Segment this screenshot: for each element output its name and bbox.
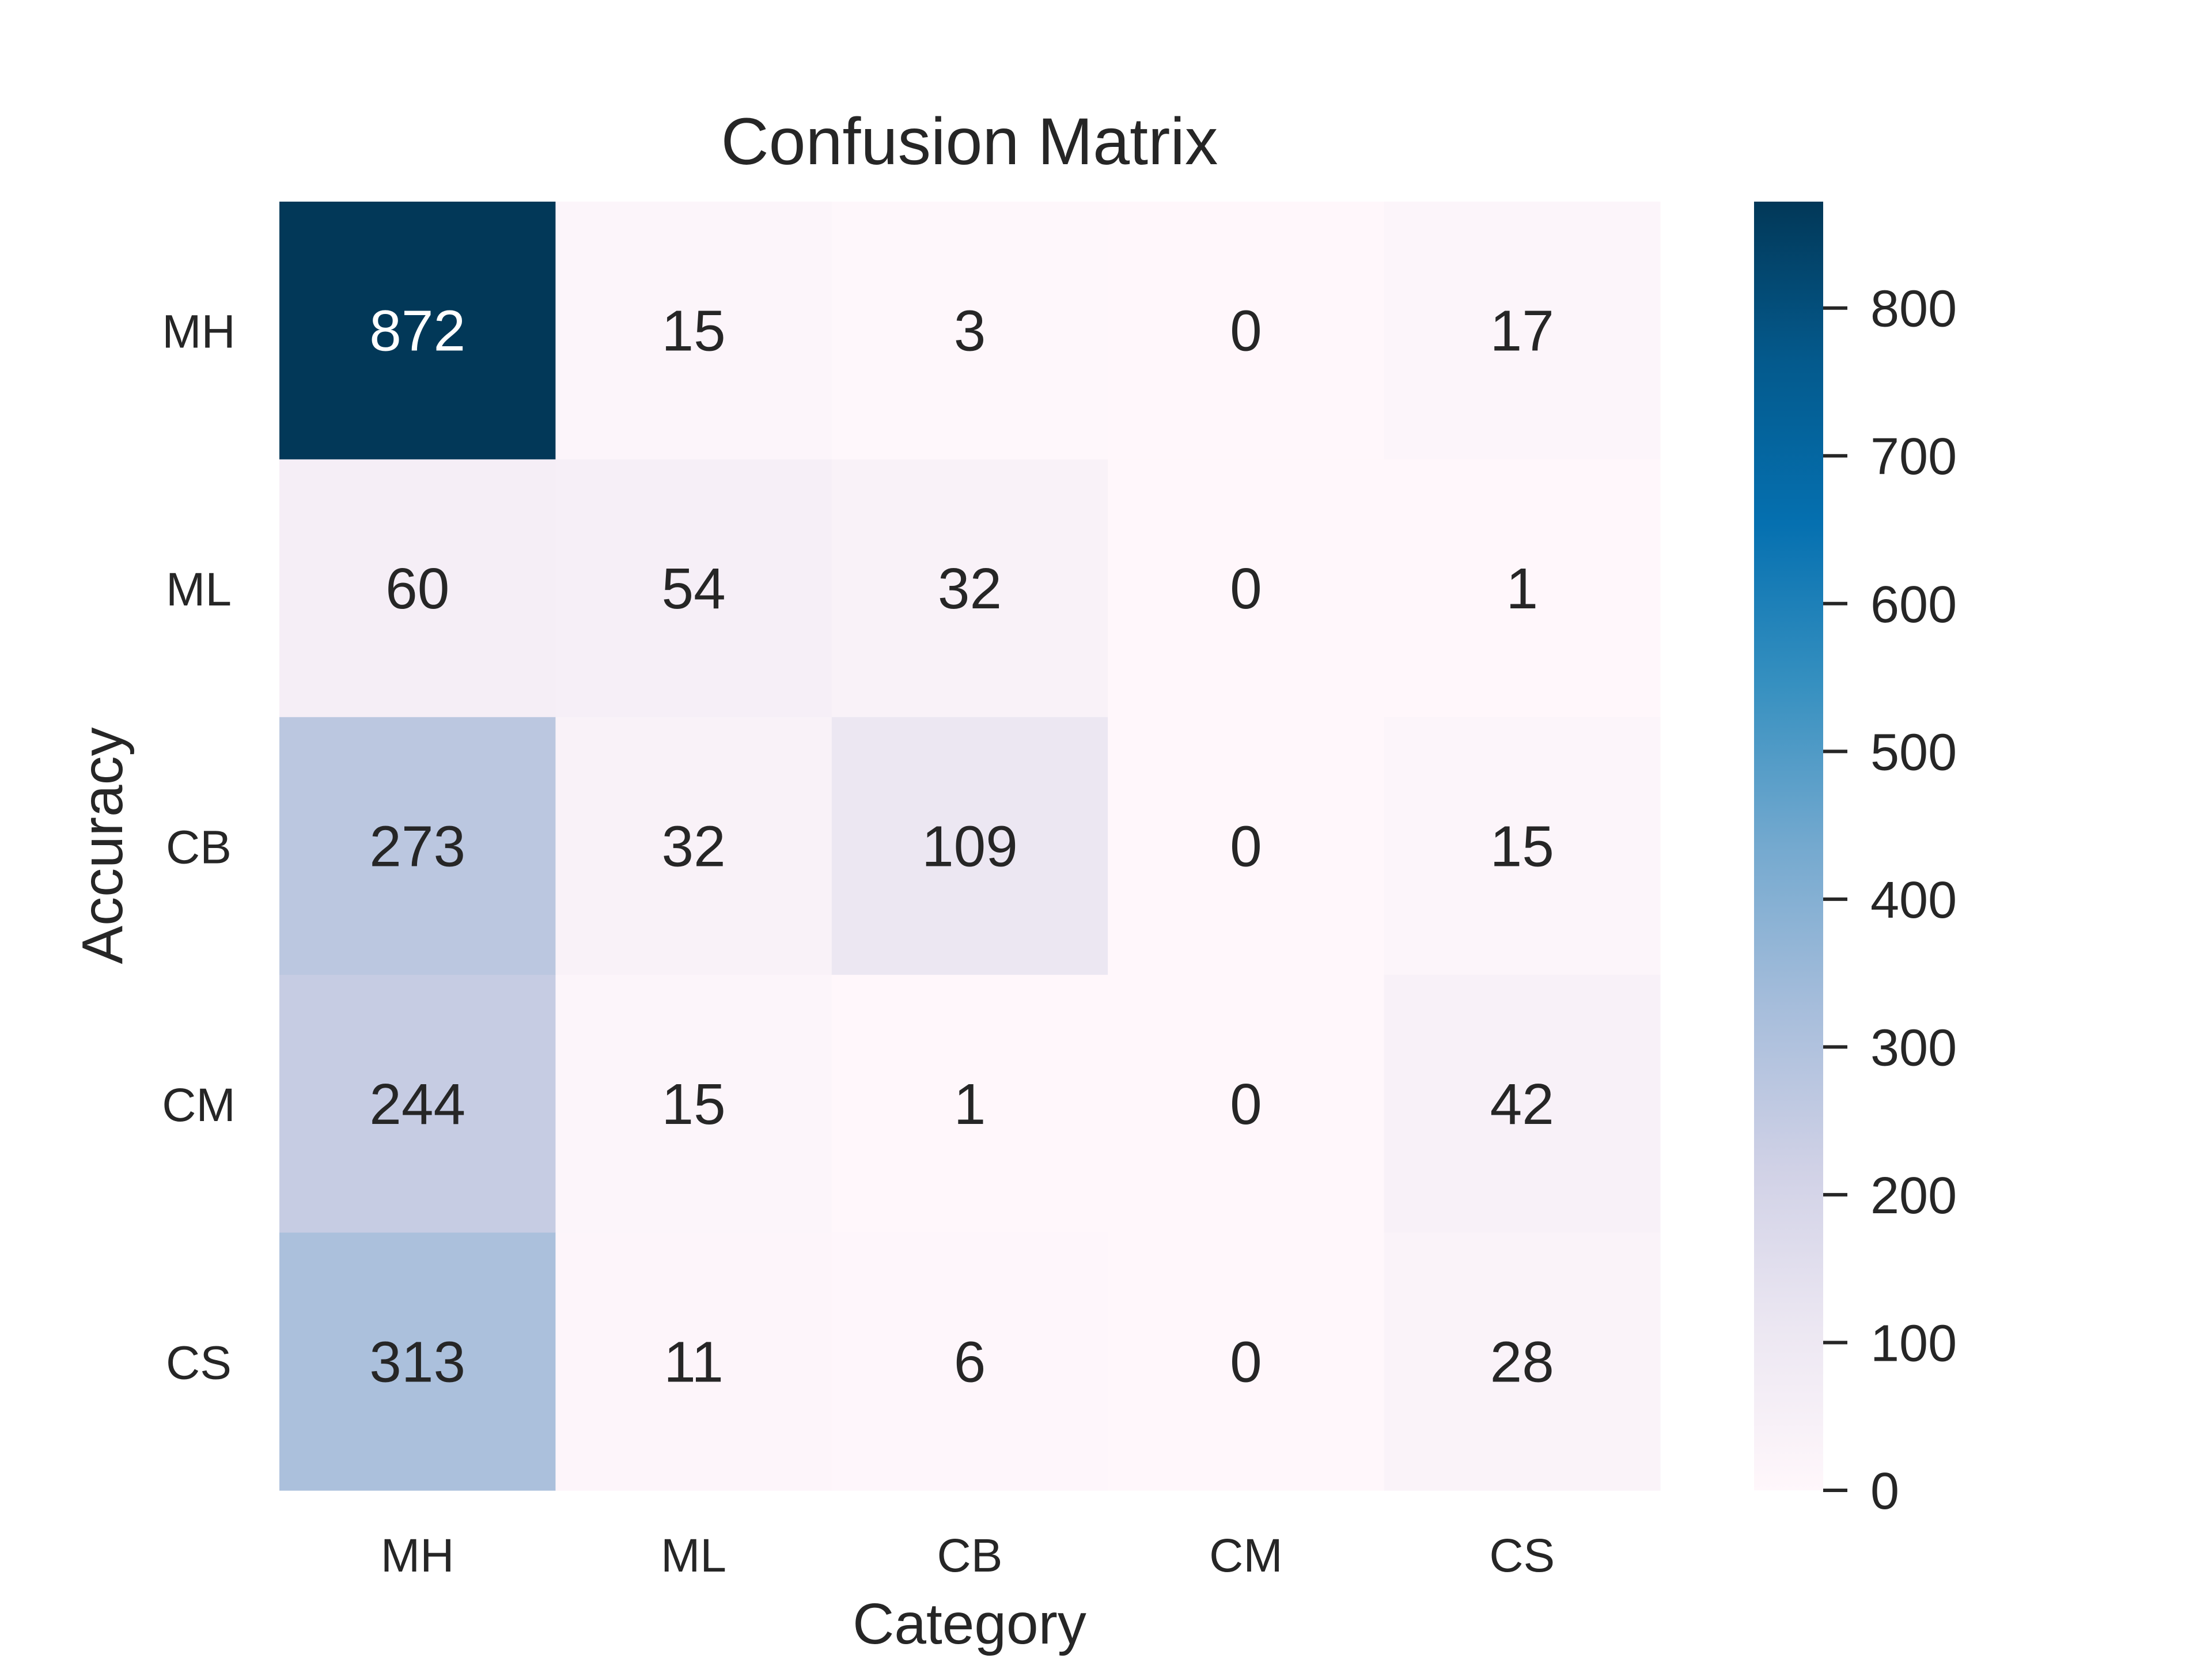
cell-value-label: 872 — [369, 299, 465, 364]
heatmap-cell-cs-cm — [1108, 1232, 1385, 1491]
colorbar-tick-label: 500 — [1870, 724, 1957, 781]
colorbar — [1754, 202, 1823, 1490]
heatmap-cell-ml-mh — [279, 459, 556, 718]
cell-value-label: 54 — [661, 556, 725, 621]
cell-value-label: 0 — [1230, 1072, 1262, 1137]
colorbar-ticks: 0 100 200 300 400 500 600 700 800 — [1823, 281, 1957, 1520]
y-tick-label: CS — [166, 1337, 232, 1389]
heatmap-cell-mh-cb — [831, 202, 1108, 460]
cell-value-label: 3 — [954, 299, 986, 364]
heatmap-cell-cm-cm — [1108, 975, 1385, 1233]
heatmap-cell-cb-cb — [831, 717, 1108, 975]
heatmap-cell-cs-cb — [831, 1232, 1108, 1491]
cell-value-label: 15 — [661, 1072, 725, 1137]
heatmap-cell-cb-cm — [1108, 717, 1385, 975]
colorbar-tick-label: 0 — [1870, 1463, 1899, 1520]
heatmap-cell-cb-mh — [279, 717, 556, 975]
heatmap-cell-mh-mh — [279, 202, 556, 460]
heatmap-cell-cm-cs — [1384, 975, 1661, 1233]
cell-value-label: 32 — [938, 556, 1002, 621]
y-tick-label: CM — [162, 1079, 236, 1131]
heatmap-cell-ml-cs — [1384, 459, 1661, 718]
heatmap-cell-cb-ml — [555, 717, 832, 975]
heatmap-cell-cs-cs — [1384, 1232, 1661, 1491]
cell-value-label: 15 — [1490, 815, 1554, 879]
heatmap-cell-cb-cs — [1384, 717, 1661, 975]
x-axis-ticks: MH ML CB CM CS — [381, 1530, 1555, 1582]
y-tick-label: ML — [166, 563, 232, 616]
x-axis-label: Category — [853, 1592, 1086, 1656]
chart-title: Confusion Matrix — [721, 105, 1218, 179]
cell-value-label: 313 — [369, 1330, 465, 1394]
colorbar-tick-label: 700 — [1870, 428, 1957, 486]
heatmap-cell-mh-ml — [555, 202, 832, 460]
heatmap-cell-cm-mh — [279, 975, 556, 1233]
cell-value-label: 15 — [661, 299, 725, 364]
y-axis-ticks: MH ML CB CM CS — [162, 306, 236, 1390]
cell-value-label: 28 — [1490, 1330, 1554, 1394]
cell-value-label: 244 — [369, 1072, 465, 1137]
heatmap-cell-ml-cm — [1108, 459, 1385, 718]
y-axis-label: Accuracy — [70, 727, 135, 964]
heatmap-cell-ml-cb — [831, 459, 1108, 718]
x-tick-label: CS — [1489, 1530, 1555, 1582]
x-tick-label: CB — [937, 1530, 1003, 1582]
cell-value-label: 6 — [954, 1330, 986, 1394]
x-tick-label: CM — [1209, 1530, 1283, 1582]
x-tick-label: ML — [661, 1530, 726, 1582]
cell-value-label: 0 — [1230, 815, 1262, 879]
heatmap-cell-cs-ml — [555, 1232, 832, 1491]
y-tick-label: CB — [166, 821, 232, 874]
cell-value-label: 60 — [385, 556, 449, 621]
x-tick-label: MH — [381, 1530, 454, 1582]
cell-value-label: 1 — [1506, 556, 1538, 621]
colorbar-tick-label: 300 — [1870, 1019, 1957, 1077]
cell-value-label: 32 — [661, 815, 725, 879]
cell-value-label: 0 — [1230, 1330, 1262, 1394]
cell-value-label: 1 — [954, 1072, 986, 1137]
cell-value-label: 42 — [1490, 1072, 1554, 1137]
heatmap-cell-ml-ml — [555, 459, 832, 718]
heatmap-cell-mh-cs — [1384, 202, 1661, 460]
colorbar-tick-label: 100 — [1870, 1315, 1957, 1372]
heatmap-cell-cs-mh — [279, 1232, 556, 1491]
heatmap-cell-cm-cb — [831, 975, 1108, 1233]
cell-value-label: 273 — [369, 815, 465, 879]
colorbar-tick-label: 400 — [1870, 872, 1957, 929]
colorbar-tick-label: 200 — [1870, 1167, 1957, 1225]
colorbar-tick-label: 600 — [1870, 576, 1957, 634]
cell-value-label: 109 — [922, 815, 1018, 879]
heatmap-cell-mh-cm — [1108, 202, 1385, 460]
colorbar-tick-label: 800 — [1870, 281, 1957, 338]
y-tick-label: MH — [162, 306, 236, 358]
cell-value-label: 11 — [664, 1330, 724, 1394]
heatmap-cell-cm-ml — [555, 975, 832, 1233]
cell-value-label: 0 — [1230, 556, 1262, 621]
cell-value-label: 17 — [1490, 299, 1554, 364]
cell-value-label: 0 — [1230, 299, 1262, 364]
